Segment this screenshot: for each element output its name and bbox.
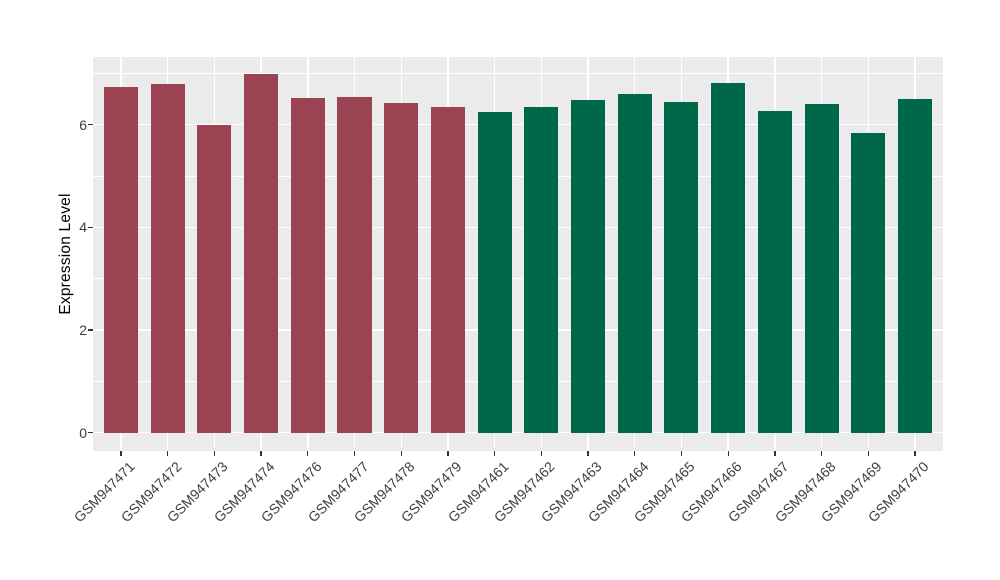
y-gridline-minor [93, 278, 943, 279]
y-tick-mark [88, 431, 93, 434]
bar-GSM947471 [103, 86, 139, 433]
y-axis-title: Expression Level [57, 193, 74, 315]
x-tick-mark [493, 451, 496, 456]
bar-GSM947472 [150, 84, 185, 433]
y-gridline-minor [93, 73, 943, 74]
x-tick-mark [540, 451, 542, 456]
bar-GSM947464 [617, 94, 652, 433]
bar-GSM947465 [664, 102, 699, 433]
y-tick-label: 0 [79, 424, 87, 441]
bar-GSM947477 [337, 97, 372, 433]
x-tick-mark [774, 451, 776, 456]
x-tick-mark [400, 451, 402, 456]
plot-panel [93, 57, 943, 451]
x-tick-mark [167, 451, 169, 456]
bar-GSM947462 [524, 106, 559, 433]
x-tick-mark [260, 451, 262, 456]
x-tick-mark [914, 451, 916, 456]
bar-GSM947467 [757, 111, 792, 433]
y-tick-label: 2 [79, 321, 87, 338]
bar-GSM947478 [384, 103, 419, 433]
bar-GSM947470 [897, 99, 932, 433]
y-tick-mark [88, 124, 93, 126]
x-tick-mark [727, 451, 729, 456]
bar-GSM947461 [477, 112, 512, 433]
y-tick-mark [88, 226, 93, 228]
bar-GSM947463 [571, 100, 606, 433]
x-tick-mark [120, 451, 122, 456]
y-tick-label: 6 [79, 116, 87, 133]
bar-GSM947473 [197, 124, 232, 433]
bar-GSM947479 [430, 107, 465, 433]
x-tick-mark [447, 451, 449, 456]
y-gridline-major [93, 431, 943, 434]
x-tick-mark [634, 451, 636, 456]
y-tick-label: 4 [79, 219, 87, 236]
x-tick-mark [307, 451, 309, 456]
y-gridline-major [93, 329, 943, 331]
y-tick-mark [88, 329, 93, 331]
x-tick-mark [680, 451, 683, 456]
bar-GSM947468 [804, 103, 839, 433]
bar-GSM947469 [851, 132, 886, 433]
x-tick-mark [213, 451, 216, 456]
x-tick-mark [867, 451, 869, 456]
x-tick-mark [820, 451, 823, 456]
x-tick-mark [587, 451, 589, 456]
bar-GSM947476 [290, 98, 325, 433]
bar-GSM947474 [244, 73, 279, 433]
y-gridline-minor [93, 175, 943, 177]
y-gridline-major [93, 124, 943, 126]
bar-GSM947466 [711, 83, 746, 433]
y-gridline-minor [93, 380, 943, 382]
x-tick-mark [353, 451, 356, 456]
y-gridline-major [93, 226, 943, 228]
